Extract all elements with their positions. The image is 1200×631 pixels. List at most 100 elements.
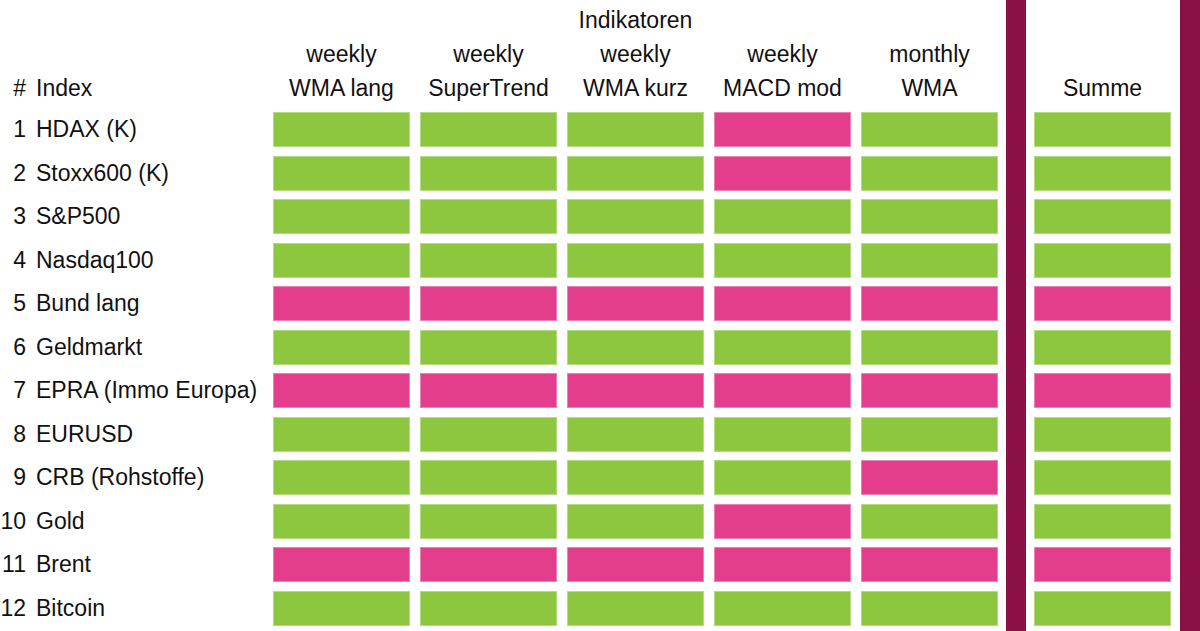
row-index-name: HDAX (K) bbox=[36, 116, 137, 142]
indicator-cell-monthly-wma bbox=[861, 460, 998, 495]
indicator-cell-weekly-macd-mod bbox=[714, 417, 851, 452]
index-column-header: # Index bbox=[0, 75, 92, 102]
indicator-cell-monthly-wma bbox=[861, 112, 998, 147]
summe-cell bbox=[1034, 199, 1171, 234]
row-number: 1 bbox=[0, 112, 26, 147]
indicator-cell-weekly-wma-kurz bbox=[567, 156, 704, 191]
summe-cell bbox=[1034, 112, 1171, 147]
indicator-cell-weekly-macd-mod bbox=[714, 330, 851, 365]
summe-cell bbox=[1034, 373, 1171, 408]
indicator-cell-weekly-supertrend bbox=[420, 504, 557, 539]
row-index-name: Geldmarkt bbox=[36, 334, 142, 360]
indicator-cell-weekly-wma-lang bbox=[273, 547, 410, 582]
summe-cell bbox=[1034, 460, 1171, 495]
row-index-name: Gold bbox=[36, 508, 85, 534]
indicator-cell-weekly-macd-mod bbox=[714, 460, 851, 495]
table-row-label: 3 S&P500 bbox=[0, 199, 120, 234]
summe-cell bbox=[1034, 547, 1171, 582]
indicator-dashboard: Indikatoren #Index weeklyWMA langweeklyS… bbox=[0, 0, 1200, 631]
row-index-name: Bund lang bbox=[36, 290, 140, 316]
table-row-label: 5 Bund lang bbox=[0, 286, 140, 321]
row-number: 8 bbox=[0, 417, 26, 452]
table-row-label: 1 HDAX (K) bbox=[0, 112, 137, 147]
indicator-cell-monthly-wma bbox=[861, 199, 998, 234]
indicator-cell-weekly-supertrend bbox=[420, 417, 557, 452]
row-number: 9 bbox=[0, 460, 26, 495]
row-index-name: Bitcoin bbox=[36, 595, 105, 621]
indicator-cell-weekly-wma-kurz bbox=[567, 504, 704, 539]
table-row-label: 10 Gold bbox=[0, 504, 85, 539]
summe-cell bbox=[1034, 591, 1171, 626]
indicator-cell-weekly-wma-kurz bbox=[567, 417, 704, 452]
column-header-weekly-wma-kurz-line1: weekly bbox=[567, 41, 704, 68]
indicator-cell-weekly-macd-mod bbox=[714, 591, 851, 626]
column-header-weekly-supertrend-line1: weekly bbox=[420, 41, 557, 68]
row-index-name: EURUSD bbox=[36, 421, 133, 447]
indicator-cell-weekly-wma-kurz bbox=[567, 591, 704, 626]
table-row-label: 9 CRB (Rohstoffe) bbox=[0, 460, 204, 495]
indicator-cell-weekly-macd-mod bbox=[714, 286, 851, 321]
indicator-cell-weekly-supertrend bbox=[420, 112, 557, 147]
indicator-cell-weekly-wma-kurz bbox=[567, 286, 704, 321]
indicator-cell-weekly-wma-kurz bbox=[567, 373, 704, 408]
index-label: Index bbox=[36, 75, 92, 101]
indicator-cell-weekly-supertrend bbox=[420, 199, 557, 234]
indicator-cell-weekly-wma-kurz bbox=[567, 112, 704, 147]
indicator-cell-weekly-macd-mod bbox=[714, 373, 851, 408]
index-hash-label: # bbox=[0, 75, 26, 102]
indicator-cell-weekly-wma-lang bbox=[273, 417, 410, 452]
indicator-cell-weekly-wma-lang bbox=[273, 460, 410, 495]
indicator-cell-weekly-supertrend bbox=[420, 330, 557, 365]
indicator-cell-weekly-supertrend bbox=[420, 286, 557, 321]
row-number: 3 bbox=[0, 199, 26, 234]
indicator-cell-weekly-wma-lang bbox=[273, 591, 410, 626]
indicator-cell-monthly-wma bbox=[861, 417, 998, 452]
indicator-cell-monthly-wma bbox=[861, 243, 998, 278]
indicator-cell-weekly-supertrend bbox=[420, 156, 557, 191]
table-row-label: 8 EURUSD bbox=[0, 417, 133, 452]
row-index-name: Brent bbox=[36, 551, 91, 577]
summe-cell bbox=[1034, 330, 1171, 365]
indicator-cell-weekly-macd-mod bbox=[714, 156, 851, 191]
row-index-name: S&P500 bbox=[36, 203, 120, 229]
row-index-name: EPRA (Immo Europa) bbox=[36, 377, 257, 403]
column-header-weekly-supertrend-line2: SuperTrend bbox=[420, 75, 557, 102]
summe-cell bbox=[1034, 243, 1171, 278]
indicator-cell-weekly-wma-lang bbox=[273, 199, 410, 234]
row-number: 10 bbox=[0, 504, 26, 539]
indicator-cell-weekly-macd-mod bbox=[714, 112, 851, 147]
indicator-cell-weekly-supertrend bbox=[420, 591, 557, 626]
row-index-name: Stoxx600 (K) bbox=[36, 160, 169, 186]
page-title: Indikatoren bbox=[273, 7, 998, 34]
row-index-name: Nasdaq100 bbox=[36, 247, 154, 273]
row-index-name: CRB (Rohstoffe) bbox=[36, 464, 204, 490]
row-number: 7 bbox=[0, 373, 26, 408]
indicator-cell-monthly-wma bbox=[861, 156, 998, 191]
indicator-cell-weekly-wma-lang bbox=[273, 243, 410, 278]
indicator-cell-weekly-macd-mod bbox=[714, 243, 851, 278]
indicator-cell-weekly-wma-kurz bbox=[567, 460, 704, 495]
column-header-weekly-wma-lang-line1: weekly bbox=[273, 41, 410, 68]
indicator-cell-weekly-wma-lang bbox=[273, 504, 410, 539]
indicator-cell-weekly-macd-mod bbox=[714, 199, 851, 234]
indicator-cell-weekly-wma-kurz bbox=[567, 243, 704, 278]
indicator-cell-monthly-wma bbox=[861, 373, 998, 408]
row-number: 5 bbox=[0, 286, 26, 321]
indicator-cell-weekly-supertrend bbox=[420, 460, 557, 495]
indicator-cell-monthly-wma bbox=[861, 591, 998, 626]
indicator-cell-weekly-wma-kurz bbox=[567, 330, 704, 365]
row-number: 4 bbox=[0, 243, 26, 278]
indicator-cell-weekly-wma-kurz bbox=[567, 547, 704, 582]
indicator-cell-weekly-wma-lang bbox=[273, 286, 410, 321]
table-row-label: 12 Bitcoin bbox=[0, 591, 105, 626]
summe-column-header: Summe bbox=[1034, 75, 1171, 102]
row-number: 12 bbox=[0, 591, 26, 626]
indicator-cell-monthly-wma bbox=[861, 286, 998, 321]
separator-bar-right bbox=[1180, 0, 1200, 631]
row-number: 2 bbox=[0, 156, 26, 191]
column-header-weekly-wma-kurz-line2: WMA kurz bbox=[567, 75, 704, 102]
column-header-monthly-wma-line1: monthly bbox=[861, 41, 998, 68]
column-header-monthly-wma-line2: WMA bbox=[861, 75, 998, 102]
indicator-cell-weekly-macd-mod bbox=[714, 547, 851, 582]
summe-cell bbox=[1034, 504, 1171, 539]
